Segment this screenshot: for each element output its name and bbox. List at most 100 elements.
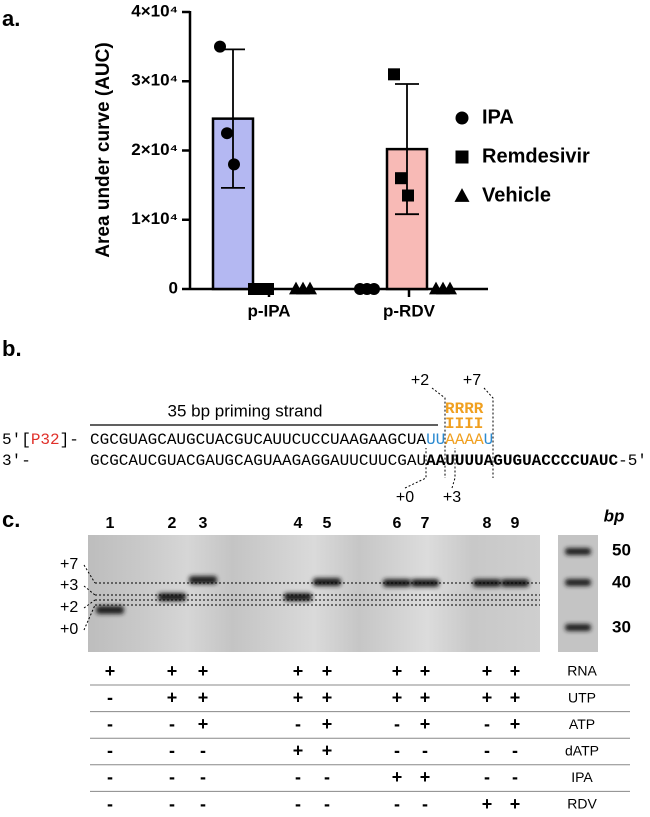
cell: + — [420, 661, 431, 681]
cell: - — [484, 767, 490, 787]
x-tick-label: p-RDV — [383, 301, 436, 320]
lane-number: 6 — [393, 515, 402, 532]
lane-number: 3 — [199, 515, 208, 532]
y-tick-label: 4×10⁴ — [131, 1, 178, 20]
position-label: +7 — [463, 372, 481, 389]
panel-label: b. — [2, 336, 22, 361]
panel-label: c. — [2, 507, 20, 532]
cell: + — [167, 687, 178, 707]
cell: + — [420, 767, 431, 787]
cell: + — [510, 714, 521, 734]
legend-marker — [455, 111, 469, 125]
lane-number: 7 — [421, 515, 430, 532]
cell: - — [422, 794, 428, 814]
cell: - — [107, 687, 113, 707]
cell: + — [420, 714, 431, 734]
ladder-label: 40 — [612, 572, 631, 591]
cell: - — [200, 794, 206, 814]
prefix: 5′[ — [2, 431, 31, 449]
cell: - — [200, 741, 206, 761]
cell: + — [293, 741, 304, 761]
marker — [402, 189, 414, 202]
position-label: +2 — [411, 372, 429, 389]
cell: + — [482, 661, 493, 681]
bottom-strand: GCGCAUCGUACGAUGCAGUAAGAGGAUUCUUCGAUAAUUU… — [90, 452, 647, 470]
legend-marker — [455, 150, 469, 164]
marker — [388, 68, 400, 81]
cell: - — [295, 767, 301, 787]
cell: + — [420, 687, 431, 707]
top-strand-prefix: 5′[P32]- — [2, 431, 79, 449]
position-label: +3 — [443, 489, 461, 506]
lane-number: 8 — [483, 515, 492, 532]
cell: - — [200, 767, 206, 787]
marker — [214, 40, 226, 53]
cell: - — [169, 767, 175, 787]
legend-label: Remdesivir — [482, 145, 590, 167]
strand-label: 35 bp priming strand — [168, 401, 323, 420]
cell: + — [392, 687, 403, 707]
row-label: UTP — [568, 689, 596, 705]
bar-chart: 0 1×10⁴ 2×10⁴ 3×10⁴ 4×10⁴ p-IPA p-RDV IPA Remdes… — [131, 1, 590, 320]
lane-number: 5 — [323, 515, 332, 532]
band-label: +3 — [60, 577, 78, 594]
cell: + — [510, 794, 521, 814]
lane-number: 1 — [106, 515, 115, 532]
cell: + — [293, 661, 304, 681]
cell: + — [322, 687, 333, 707]
top-strand: CGCGUAGCAUGCUACGUCAUUCUCCUAAGAAGCUAUUAAA… — [90, 431, 493, 449]
marker — [368, 283, 380, 295]
y-tick-label: 0 — [169, 278, 178, 297]
lane-number: 4 — [294, 515, 303, 532]
cell: + — [482, 794, 493, 814]
sequence: GCGCAUCGUACGAUGCAGUAAGAGGAUUCUUCGAU — [90, 452, 426, 470]
marker — [228, 158, 240, 171]
lane-number: 2 — [168, 515, 177, 532]
cell: + — [392, 767, 403, 787]
row-label: RDV — [567, 796, 597, 812]
suffix: -5′ — [618, 452, 647, 470]
legend-label: Vehicle — [482, 184, 551, 206]
cell: - — [422, 741, 428, 761]
cell: - — [107, 741, 113, 761]
marker — [443, 281, 457, 295]
ladder-label: 30 — [612, 617, 631, 636]
position-leader — [404, 387, 494, 489]
cell: - — [512, 741, 518, 761]
y-tick-label: 3×10⁴ — [131, 71, 178, 90]
cell: + — [167, 661, 178, 681]
cell: + — [322, 741, 333, 761]
marker — [221, 127, 233, 140]
cell: - — [169, 794, 175, 814]
extension: AAAA — [445, 431, 484, 449]
cell: - — [512, 767, 518, 787]
cell: - — [107, 767, 113, 787]
cell: + — [510, 661, 521, 681]
y-tick-label: 2×10⁴ — [131, 140, 178, 159]
cell: - — [324, 794, 330, 814]
cell: - — [394, 794, 400, 814]
band-label: +0 — [60, 621, 78, 638]
cell: - — [394, 714, 400, 734]
cell: - — [484, 741, 490, 761]
label32: P32 — [31, 431, 60, 449]
cell: + — [510, 687, 521, 707]
bp-label: bp — [604, 506, 625, 525]
analog: RRRR — [445, 400, 484, 418]
position-label: +0 — [396, 489, 414, 506]
marker — [262, 283, 274, 295]
row-label: dATP — [565, 743, 599, 759]
y-axis-label: Area under curve (AUC) — [93, 42, 114, 257]
row-label: IPA — [571, 769, 593, 785]
cell: + — [198, 714, 209, 734]
cell: + — [392, 661, 403, 681]
panel-label: a. — [2, 6, 20, 31]
extension: UU — [426, 431, 445, 449]
ladder-label: 50 — [612, 540, 631, 559]
marker — [303, 281, 317, 295]
cell: - — [107, 714, 113, 734]
cell: - — [169, 714, 175, 734]
row-label: RNA — [567, 663, 597, 679]
